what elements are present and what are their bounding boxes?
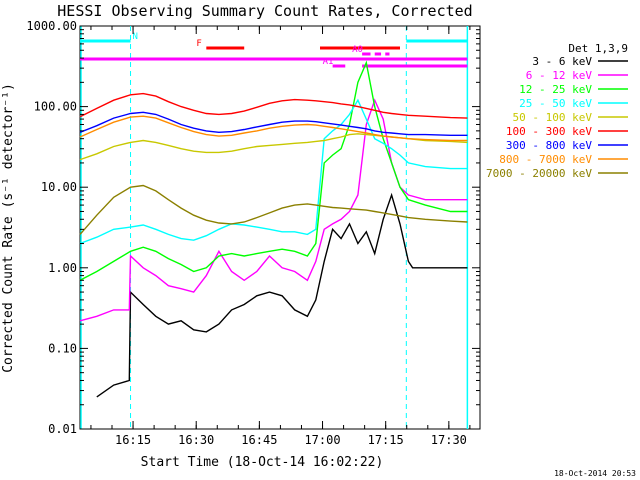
legend-entry-label: 6 - 12 keV bbox=[526, 69, 593, 82]
flag-bar-label: F bbox=[196, 39, 201, 49]
legend-entry-label: 100 - 300 keV bbox=[506, 125, 592, 138]
legend-entry-label: 12 - 25 keV bbox=[519, 83, 592, 96]
series-line-3-6-keV bbox=[96, 192, 468, 398]
flag-bar-label: N bbox=[133, 32, 138, 42]
series-layer bbox=[79, 60, 468, 398]
series-line-12-25-keV bbox=[79, 60, 468, 281]
legend-entry-label: 25 - 50 keV bbox=[519, 97, 592, 110]
legend-entry-label: 800 - 7000 keV bbox=[499, 153, 592, 166]
series-line-6-12-keV bbox=[79, 98, 468, 322]
series-line-25-50-keV bbox=[79, 98, 468, 245]
x-tick-label: 16:45 bbox=[241, 433, 277, 447]
chart-title: HESSI Observing Summary Count Rates, Cor… bbox=[57, 2, 472, 20]
y-tick-label: 10.00 bbox=[41, 180, 77, 194]
series-line-100-300-keV bbox=[79, 92, 468, 119]
series-line-300-800-keV bbox=[79, 111, 468, 136]
series-line-800-7000-keV bbox=[79, 115, 468, 142]
x-tick-label: 17:00 bbox=[304, 433, 340, 447]
series-line-7000-20000-keV bbox=[79, 184, 468, 235]
legend-entry-label: 7000 - 20000 keV bbox=[486, 167, 592, 180]
legend-entry-label: 300 - 800 keV bbox=[506, 139, 592, 152]
y-tick-label: 0.01 bbox=[48, 422, 77, 436]
legend-entry-label: 3 - 6 keV bbox=[532, 55, 592, 68]
annotation-layer: N F A0 A1 bbox=[80, 26, 469, 429]
plot-area bbox=[79, 25, 481, 430]
y-tick-label: 1.00 bbox=[48, 261, 77, 275]
flag-bar-label: A0 bbox=[352, 45, 363, 55]
x-axis: 16:15 16:30 16:45 17:00 17:15 17:30 bbox=[90, 26, 471, 447]
x-tick-label: 17:15 bbox=[368, 433, 404, 447]
flag-bar-label: A1 bbox=[323, 57, 334, 67]
y-axis-label: Corrected Count Rate (s⁻¹ detector⁻¹) bbox=[1, 83, 16, 373]
x-tick-label: 16:15 bbox=[115, 433, 151, 447]
timestamp: 18-Oct-2014 20:53 bbox=[554, 469, 636, 478]
y-tick-label: 100.00 bbox=[34, 100, 77, 114]
y-tick-label: 0.10 bbox=[48, 341, 77, 355]
x-axis-label: Start Time (18-Oct-14 16:02:22) bbox=[141, 455, 384, 470]
x-tick-label: 16:30 bbox=[178, 433, 214, 447]
y-tick-label: 1000.00 bbox=[26, 19, 77, 33]
legend-entry-label: 50 - 100 keV bbox=[513, 111, 593, 124]
y-axis: 0.01 0.10 1.00 10.00 100.00 1000.00 bbox=[26, 19, 480, 436]
plot-frame bbox=[79, 25, 481, 430]
x-tick-label: 17:30 bbox=[431, 433, 467, 447]
legend-title: Det 1,3,9 bbox=[568, 42, 628, 55]
